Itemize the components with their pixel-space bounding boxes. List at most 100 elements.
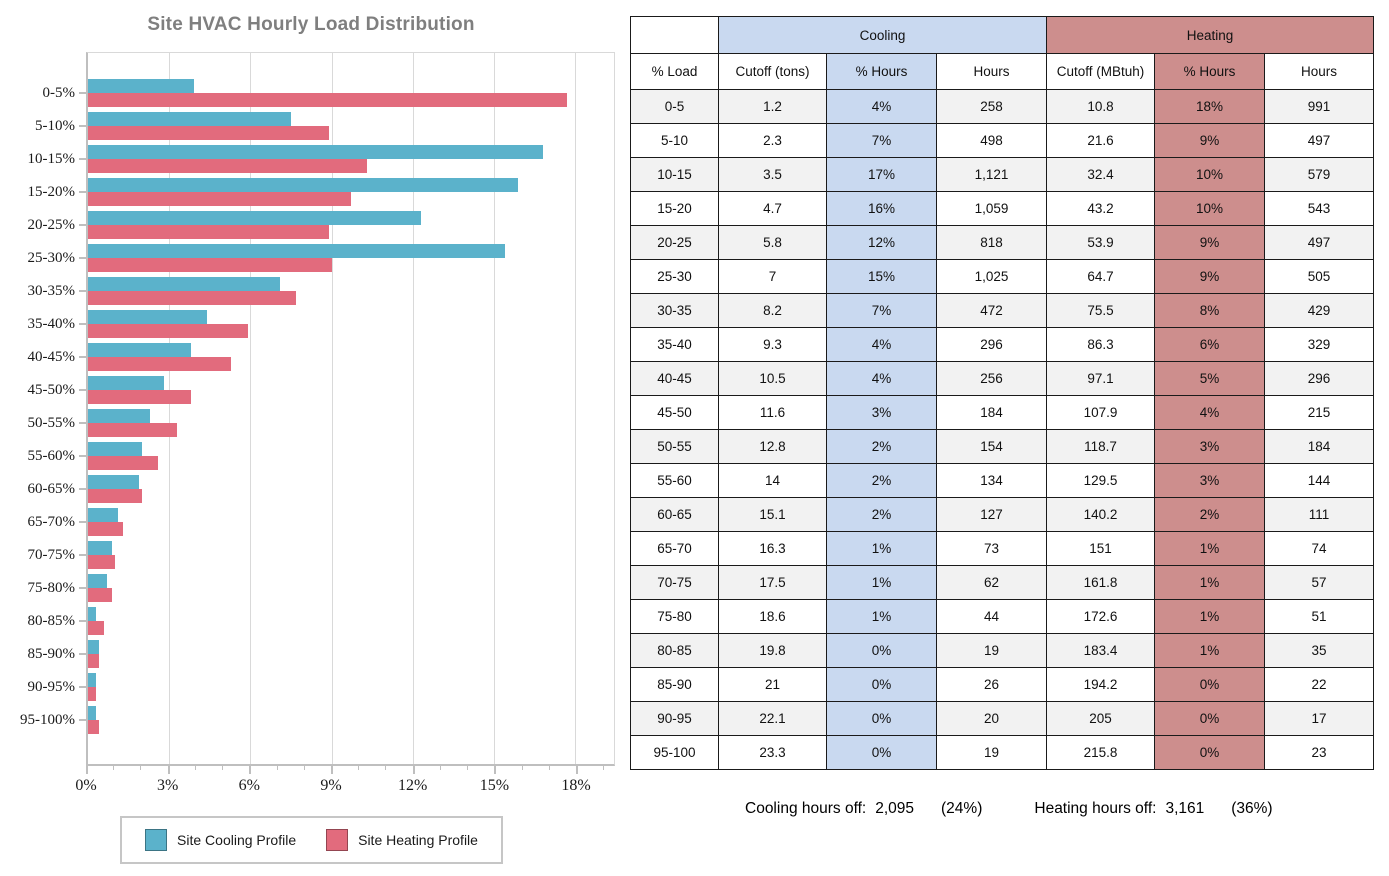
y-axis-label: 0-5%: [0, 79, 86, 107]
x-axis-tick: [494, 766, 497, 774]
table-cell: 0-5: [630, 89, 719, 124]
hvac-data-table: Cooling Heating % Load Cutoff (tons)% Hou…: [630, 16, 1374, 770]
table-cell: 129.5: [1046, 463, 1155, 498]
table-cell: 1,121: [936, 157, 1047, 192]
table-cell: 9%: [1154, 123, 1265, 158]
x-axis-tick: [194, 766, 196, 770]
group-header-row: Cooling Heating: [630, 16, 1374, 54]
table-cell: 256: [936, 361, 1047, 396]
x-axis-tick: [249, 766, 252, 774]
table-cell: 35-40: [630, 327, 719, 362]
heating-hours-off-label: Heating hours off:: [1034, 800, 1157, 817]
table-cell: 0%: [1154, 667, 1265, 702]
y-axis-label: 30-35%: [0, 277, 86, 305]
bar-group: [88, 310, 614, 338]
y-axis-label: 25-30%: [0, 244, 86, 272]
heating-hours-off-pct: (36%): [1231, 800, 1273, 817]
y-axis-tick: [79, 620, 86, 622]
table-cell: 1%: [1154, 599, 1265, 634]
table-cell: 258: [936, 89, 1047, 124]
table-row: 65-70 16.3 1% 73 151 1% 74: [630, 531, 1374, 566]
cooling-bar: [88, 112, 292, 126]
column-header: % Hours: [826, 53, 937, 90]
table-cell: 22.1: [718, 701, 827, 736]
table-row: 70-75 17.5 1% 62 161.8 1% 57: [630, 565, 1374, 600]
table-cell: 0%: [826, 633, 937, 668]
cooling-hours-off-value: 2,095: [875, 800, 915, 817]
table-cell: 3%: [1154, 463, 1265, 498]
table-cell: 17.5: [718, 565, 827, 600]
table-cell: 10%: [1154, 191, 1265, 226]
y-axis-label: 10-15%: [0, 145, 86, 173]
bar-group: [88, 607, 614, 635]
cooling-bar: [88, 541, 113, 555]
table-cell: 85-90: [630, 667, 719, 702]
bar-group: [88, 244, 614, 272]
chart-body: 0-5% 5-10% 10-15% 15-20% 20-25% 25-30% 30-35% 3…: [0, 52, 622, 766]
y-axis-tick: [79, 521, 86, 523]
heating-bar: [88, 258, 332, 272]
table-cell: 21: [718, 667, 827, 702]
table-cell: 15.1: [718, 497, 827, 532]
table-cell: 20: [936, 701, 1047, 736]
y-axis-label: 65-70%: [0, 508, 86, 536]
table-cell: 18.6: [718, 599, 827, 634]
gridline: [575, 53, 577, 764]
heating-bar: [88, 522, 124, 536]
column-header: Cutoff (MBtuh): [1046, 53, 1155, 90]
table-body: 0-5 1.2 4% 258 10.8 18% 991 5-10 2.3 7% 498 21.6 9% 4…: [630, 89, 1374, 770]
x-axis-tick: [521, 766, 523, 770]
table-cell: 4%: [826, 89, 937, 124]
table-cell: 40-45: [630, 361, 719, 396]
table-row: 90-95 22.1 0% 20 205 0% 17: [630, 701, 1374, 736]
table-row: 55-60 14 2% 134 129.5 3% 144: [630, 463, 1374, 498]
table-cell: 74: [1264, 531, 1374, 566]
heating-bar: [88, 654, 99, 668]
table-cell: 65-70: [630, 531, 719, 566]
heating-bar: [88, 423, 178, 437]
y-axis-tick: [79, 653, 86, 655]
x-axis-tick: [412, 766, 415, 774]
y-axis-label: 40-45%: [0, 343, 86, 371]
column-header: % Load: [630, 53, 719, 90]
bar-group: [88, 640, 614, 668]
table-cell: 35: [1264, 633, 1374, 668]
table-cell: 194.2: [1046, 667, 1155, 702]
table-cell: 10%: [1154, 157, 1265, 192]
heating-bar: [88, 456, 159, 470]
table-cell: 97.1: [1046, 361, 1155, 396]
table-row: 75-80 18.6 1% 44 172.6 1% 51: [630, 599, 1374, 634]
heating-bar: [88, 126, 329, 140]
table-cell: 15%: [826, 259, 937, 294]
table-cell: 5-10: [630, 123, 719, 158]
table-row: 50-55 12.8 2% 154 118.7 3% 184: [630, 429, 1374, 464]
table-footer: Cooling hours off: 2,095 (24%) Heating h…: [745, 800, 1374, 818]
heating-bar: [88, 687, 97, 701]
table-cell: 25-30: [630, 259, 719, 294]
table-cell: 497: [1264, 123, 1374, 158]
table-cell: 60-65: [630, 497, 719, 532]
table-row: 40-45 10.5 4% 256 97.1 5% 296: [630, 361, 1374, 396]
y-axis-tick: [79, 290, 86, 292]
table-cell: 53.9: [1046, 225, 1155, 260]
table-cell: 10-15: [630, 157, 719, 192]
y-axis-label: 55-60%: [0, 442, 86, 470]
table-row: 80-85 19.8 0% 19 183.4 1% 35: [630, 633, 1374, 668]
y-axis-tick: [79, 125, 86, 127]
table-cell: 32.4: [1046, 157, 1155, 192]
bar-group: [88, 376, 614, 404]
table-cell: 991: [1264, 89, 1374, 124]
table-cell: 8.2: [718, 293, 827, 328]
cooling-group-header: Cooling: [718, 16, 1047, 54]
x-axis-tick: [439, 766, 441, 770]
heating-bar: [88, 555, 116, 569]
table-cell: 118.7: [1046, 429, 1155, 464]
table-cell: 144: [1264, 463, 1374, 498]
cooling-bar: [88, 607, 97, 621]
heating-bar: [88, 390, 191, 404]
y-axis-tick: [79, 92, 86, 94]
table-cell: 472: [936, 293, 1047, 328]
table-cell: 1%: [826, 565, 937, 600]
y-axis-label: 75-80%: [0, 574, 86, 602]
